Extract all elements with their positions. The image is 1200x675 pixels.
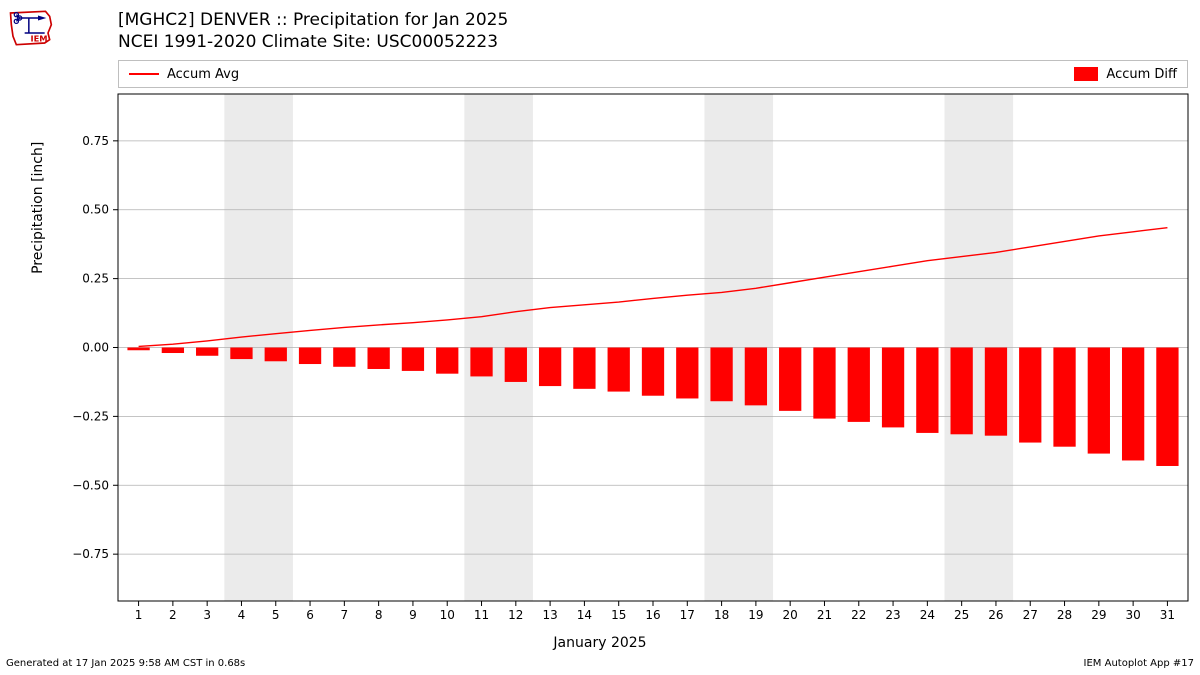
- svg-text:25: 25: [954, 608, 969, 622]
- svg-text:5: 5: [272, 608, 280, 622]
- chart-title-line2: NCEI 1991-2020 Climate Site: USC00052223: [118, 32, 508, 52]
- svg-text:28: 28: [1057, 608, 1072, 622]
- svg-text:7: 7: [341, 608, 349, 622]
- svg-text:0.25: 0.25: [82, 272, 109, 286]
- svg-text:0.75: 0.75: [82, 134, 109, 148]
- svg-text:9: 9: [409, 608, 417, 622]
- svg-text:16: 16: [645, 608, 660, 622]
- legend-item-accum-diff: Accum Diff: [1074, 67, 1177, 82]
- svg-text:0.50: 0.50: [82, 203, 109, 217]
- svg-text:17: 17: [680, 608, 695, 622]
- svg-text:29: 29: [1091, 608, 1106, 622]
- svg-text:24: 24: [920, 608, 935, 622]
- y-axis-label: Precipitation [inch]: [30, 142, 46, 274]
- svg-text:19: 19: [748, 608, 763, 622]
- svg-text:22: 22: [851, 608, 866, 622]
- svg-text:IEM: IEM: [31, 33, 48, 43]
- svg-text:21: 21: [817, 608, 832, 622]
- svg-text:26: 26: [988, 608, 1003, 622]
- x-axis-label: January 2025: [553, 635, 646, 651]
- svg-text:−0.25: −0.25: [72, 409, 109, 423]
- svg-text:−0.75: −0.75: [72, 547, 109, 561]
- svg-text:30: 30: [1125, 608, 1140, 622]
- legend-label-left: Accum Avg: [167, 67, 239, 82]
- iem-logo: IEM: [8, 8, 58, 48]
- svg-text:4: 4: [238, 608, 246, 622]
- svg-text:31: 31: [1160, 608, 1175, 622]
- chart-title-line1: [MGHC2] DENVER :: Precipitation for Jan …: [118, 10, 508, 30]
- svg-text:0.00: 0.00: [82, 341, 109, 355]
- svg-text:8: 8: [375, 608, 383, 622]
- svg-text:18: 18: [714, 608, 729, 622]
- svg-text:2: 2: [169, 608, 177, 622]
- legend-item-accum-avg: Accum Avg: [129, 67, 239, 82]
- svg-text:3: 3: [203, 608, 211, 622]
- svg-text:11: 11: [474, 608, 489, 622]
- svg-text:13: 13: [542, 608, 557, 622]
- svg-text:−0.50: −0.50: [72, 478, 109, 492]
- legend: Accum Avg Accum Diff: [118, 60, 1188, 88]
- legend-bar-swatch: [1074, 67, 1098, 81]
- footer-generated-text: Generated at 17 Jan 2025 9:58 AM CST in …: [6, 658, 245, 669]
- legend-line-swatch: [129, 73, 159, 75]
- legend-label-right: Accum Diff: [1106, 67, 1177, 82]
- svg-text:10: 10: [440, 608, 455, 622]
- svg-text:14: 14: [577, 608, 592, 622]
- svg-text:6: 6: [306, 608, 314, 622]
- svg-text:27: 27: [1023, 608, 1038, 622]
- precipitation-chart: 1234567891011121314151617181920212223242…: [60, 92, 1190, 647]
- svg-text:1: 1: [135, 608, 143, 622]
- svg-text:23: 23: [885, 608, 900, 622]
- svg-text:20: 20: [783, 608, 798, 622]
- svg-text:12: 12: [508, 608, 523, 622]
- footer-app-text: IEM Autoplot App #17: [1084, 658, 1194, 669]
- svg-text:15: 15: [611, 608, 626, 622]
